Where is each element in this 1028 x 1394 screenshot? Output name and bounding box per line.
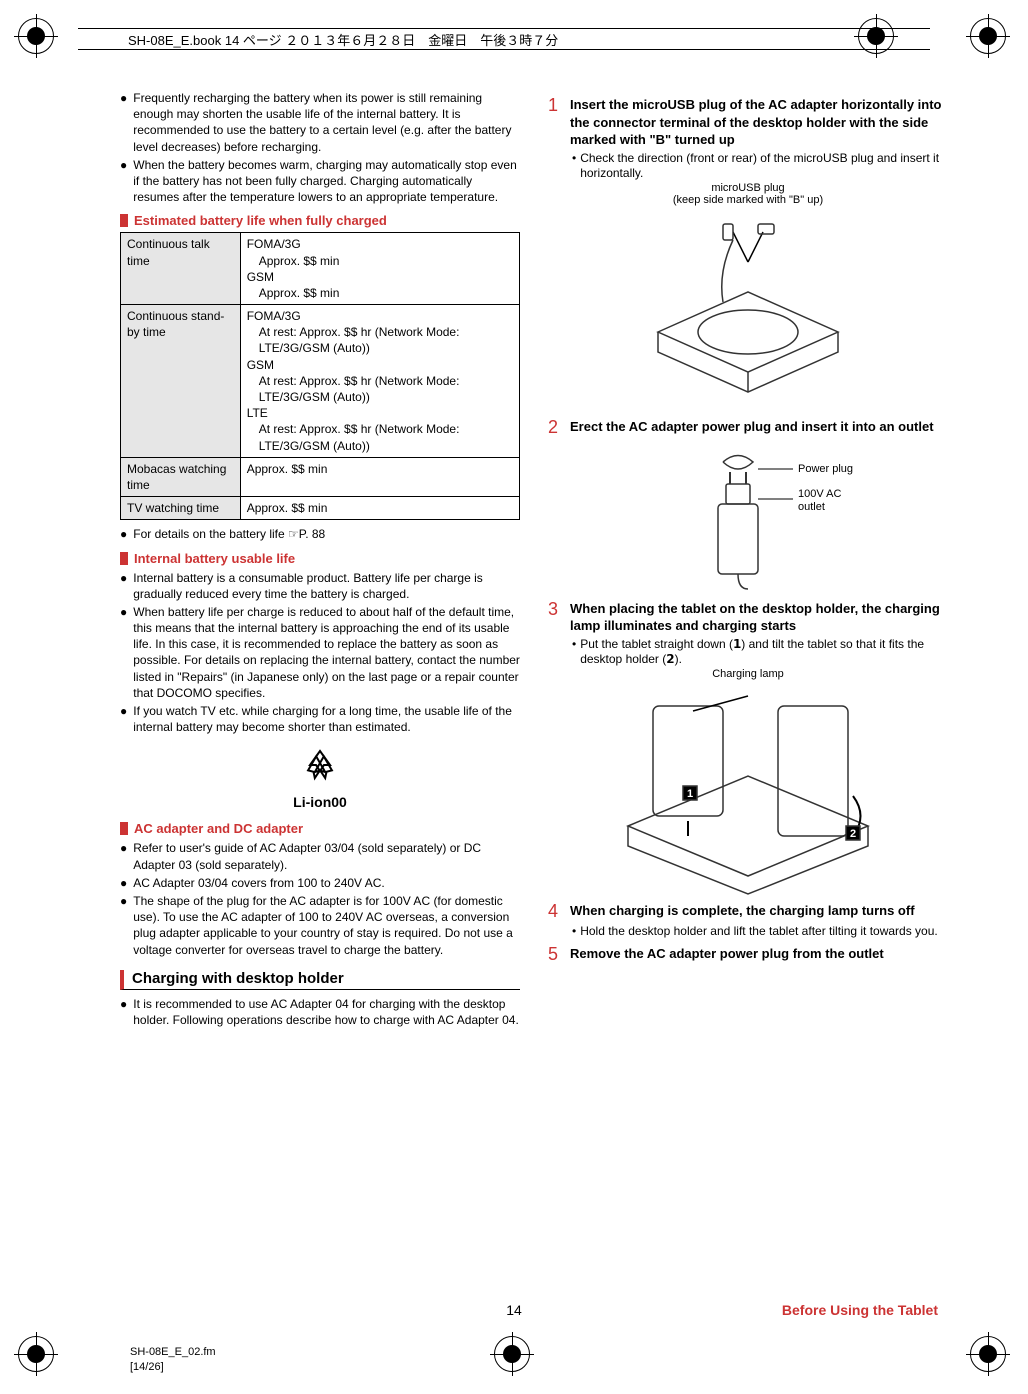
footer-file-info: SH-08E_E_02.fm[14/26] (130, 1345, 216, 1374)
table-row: Continuous talk timeFOMA/3GApprox. $$ mi… (121, 233, 520, 305)
step-num: 5 (548, 945, 562, 965)
step-num: 3 (548, 600, 562, 635)
internal-bullet-0: ●Internal battery is a consumable produc… (120, 570, 520, 602)
est-heading: Estimated battery life when fully charge… (120, 213, 520, 228)
step-num: 1 (548, 96, 562, 149)
ac-bullet-0: ●Refer to user's guide of AC Adapter 03/… (120, 840, 520, 872)
reg-mark-bottom-mid (494, 1336, 534, 1376)
step-title: Insert the microUSB plug of the AC adapt… (570, 96, 948, 149)
ac-heading: AC adapter and DC adapter (120, 821, 520, 836)
left-column: ●Frequently recharging the battery when … (120, 90, 520, 1284)
power-plug-label: Power plug (798, 463, 853, 475)
spec-value: Approx. $$ min (240, 457, 519, 496)
spec-label: Mobacas watching time (121, 457, 241, 496)
after-table-bullet: ●For details on the battery life ☞P. 88 (120, 526, 520, 542)
reg-mark-tr (970, 18, 1010, 58)
step-title: When charging is complete, the charging … (570, 902, 915, 922)
step-1-sub: •Check the direction (front or rear) of … (572, 151, 948, 182)
spec-label: TV watching time (121, 497, 241, 520)
reg-mark-br (970, 1336, 1010, 1376)
step-4: 4 When charging is complete, the chargin… (548, 902, 948, 922)
step-1: 1 Insert the microUSB plug of the AC ada… (548, 96, 948, 149)
reg-mark-bl (18, 1336, 58, 1376)
step-2-illustration: Power plug 100V AC outlet (618, 444, 878, 594)
recycle-icon: Li-ion00 (280, 743, 360, 813)
svg-text:2: 2 (850, 828, 856, 840)
internal-heading: Internal battery usable life (120, 551, 520, 566)
internal-bullet-1: ●When battery life per charge is reduced… (120, 604, 520, 701)
table-row: Mobacas watching timeApprox. $$ min (121, 457, 520, 496)
outlet-label: 100V AC (798, 488, 841, 500)
step-title: When placing the tablet on the desktop h… (570, 600, 948, 635)
step-title: Remove the AC adapter power plug from th… (570, 945, 884, 965)
charging-section-heading: Charging with desktop holder (120, 970, 520, 990)
spec-table: Continuous talk timeFOMA/3GApprox. $$ mi… (120, 232, 520, 520)
intro-bullet-1: ●When the battery becomes warm, charging… (120, 157, 520, 206)
right-column: 1 Insert the microUSB plug of the AC ada… (548, 90, 948, 1284)
ac-bullet-1: ●AC Adapter 03/04 covers from 100 to 240… (120, 875, 520, 891)
step-3: 3 When placing the tablet on the desktop… (548, 600, 948, 635)
svg-text:outlet: outlet (798, 501, 825, 513)
table-row: TV watching timeApprox. $$ min (121, 497, 520, 520)
spec-value: FOMA/3GApprox. $$ minGSMApprox. $$ min (240, 233, 519, 305)
intro-bullet-0: ●Frequently recharging the battery when … (120, 90, 520, 155)
spec-value: FOMA/3GAt rest: Approx. $$ hr (Network M… (240, 305, 519, 458)
step-1-illustration (618, 212, 878, 412)
step-1-illus-label: microUSB plug(keep side marked with "B" … (548, 182, 948, 206)
table-row: Continuous stand-by timeFOMA/3GAt rest: … (121, 305, 520, 458)
header-text: SH-08E_E.book 14 ページ ２０１３年６月２８日 金曜日 午後３時… (128, 30, 558, 49)
step-title: Erect the AC adapter power plug and inse… (570, 418, 934, 438)
reg-mark-tl (18, 18, 58, 58)
step-5: 5 Remove the AC adapter power plug from … (548, 945, 948, 965)
internal-bullet-2: ●If you watch TV etc. while charging for… (120, 703, 520, 735)
step-3-sub: •Put the tablet straight down (𝟭) and ti… (572, 637, 948, 668)
charging-bullet: ●It is recommended to use AC Adapter 04 … (120, 996, 520, 1028)
spec-label: Continuous talk time (121, 233, 241, 305)
svg-text:1: 1 (687, 788, 693, 800)
ac-bullet-2: ●The shape of the plug for the AC adapte… (120, 893, 520, 958)
step-num: 2 (548, 418, 562, 438)
spec-label: Continuous stand-by time (121, 305, 241, 458)
step-3-illustration: 1 2 (598, 686, 898, 896)
page-number: 14 (506, 1302, 522, 1318)
content-area: ●Frequently recharging the battery when … (120, 90, 948, 1284)
step-2: 2 Erect the AC adapter power plug and in… (548, 418, 948, 438)
step-3-illus-label: Charging lamp (548, 668, 948, 680)
footer-section-title: Before Using the Tablet (782, 1302, 938, 1318)
recycle-label: Li-ion00 (293, 794, 347, 810)
step-num: 4 (548, 902, 562, 922)
step-4-sub: •Hold the desktop holder and lift the ta… (572, 924, 948, 940)
page-header-bar: SH-08E_E.book 14 ページ ２０１３年６月２８日 金曜日 午後３時… (78, 28, 930, 50)
spec-value: Approx. $$ min (240, 497, 519, 520)
